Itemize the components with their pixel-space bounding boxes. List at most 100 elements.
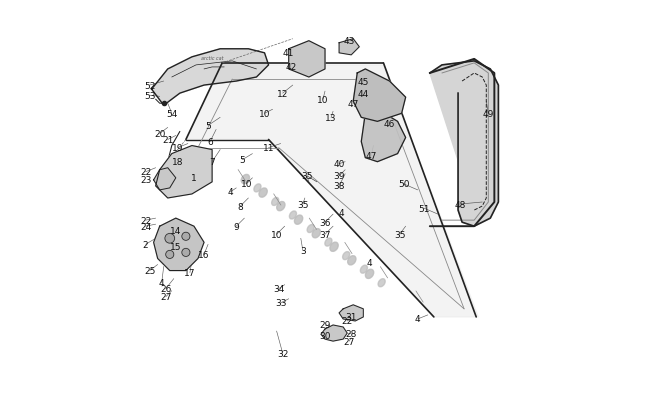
Text: 22: 22 (341, 317, 353, 326)
Text: 34: 34 (273, 284, 284, 294)
Text: 31: 31 (345, 313, 357, 322)
Text: 28: 28 (346, 329, 357, 338)
Text: 19: 19 (172, 144, 183, 153)
Text: 18: 18 (172, 158, 183, 167)
Text: 48: 48 (454, 200, 466, 209)
Ellipse shape (360, 266, 367, 273)
Text: 24: 24 (140, 222, 151, 231)
Text: 30: 30 (319, 331, 331, 340)
Ellipse shape (277, 202, 285, 211)
Text: 20: 20 (154, 130, 165, 139)
Text: 4: 4 (367, 258, 372, 267)
Ellipse shape (241, 175, 250, 184)
Ellipse shape (348, 256, 356, 265)
Text: 10: 10 (259, 109, 270, 119)
Text: 42: 42 (285, 63, 296, 72)
Text: 4: 4 (159, 279, 164, 288)
Text: 53: 53 (144, 92, 155, 100)
Ellipse shape (312, 229, 320, 238)
Text: 4: 4 (227, 188, 233, 197)
Text: 2: 2 (143, 240, 148, 249)
Text: 32: 32 (277, 349, 289, 358)
Text: 35: 35 (394, 230, 406, 239)
Text: arctic cat: arctic cat (201, 56, 224, 61)
Text: 41: 41 (283, 49, 294, 58)
Text: 29: 29 (319, 321, 331, 330)
Text: 47: 47 (348, 100, 359, 109)
Text: 37: 37 (319, 230, 331, 239)
Text: 9: 9 (233, 222, 239, 231)
Text: 11: 11 (263, 144, 274, 153)
Polygon shape (430, 62, 499, 227)
Text: 43: 43 (343, 37, 355, 46)
Text: 38: 38 (333, 182, 345, 191)
Circle shape (182, 232, 190, 241)
Ellipse shape (254, 184, 261, 192)
Polygon shape (339, 40, 359, 55)
Text: 25: 25 (144, 266, 155, 275)
Text: 27: 27 (343, 337, 355, 346)
Text: 6: 6 (207, 138, 213, 147)
Ellipse shape (343, 252, 350, 260)
Text: 21: 21 (162, 136, 174, 145)
Text: 17: 17 (184, 269, 196, 277)
Polygon shape (321, 325, 347, 341)
Ellipse shape (325, 239, 332, 247)
Text: 12: 12 (277, 90, 289, 98)
Text: 45: 45 (358, 77, 369, 86)
Text: 35: 35 (297, 200, 309, 209)
Ellipse shape (378, 279, 385, 287)
Text: 4: 4 (415, 315, 421, 324)
Polygon shape (339, 305, 363, 321)
Ellipse shape (272, 198, 279, 206)
Text: 51: 51 (418, 204, 430, 213)
Text: 35: 35 (301, 172, 313, 181)
Text: 15: 15 (170, 242, 181, 251)
Text: 40: 40 (333, 160, 344, 169)
Circle shape (182, 249, 190, 257)
Text: 14: 14 (170, 226, 181, 235)
Text: 4: 4 (338, 208, 344, 217)
Text: 36: 36 (319, 218, 331, 227)
Polygon shape (153, 219, 204, 271)
Text: 10: 10 (317, 96, 329, 104)
Text: 50: 50 (398, 180, 410, 189)
Circle shape (166, 251, 174, 259)
Text: 1: 1 (191, 174, 197, 183)
Polygon shape (361, 110, 406, 162)
Text: 22: 22 (140, 168, 151, 177)
Text: 39: 39 (333, 172, 345, 181)
Text: 10: 10 (240, 180, 252, 189)
Text: 5: 5 (239, 156, 245, 165)
Polygon shape (151, 50, 268, 106)
Text: 27: 27 (160, 292, 172, 301)
Text: 7: 7 (209, 158, 215, 167)
Polygon shape (289, 42, 325, 78)
Polygon shape (186, 66, 478, 317)
Ellipse shape (330, 243, 338, 252)
Ellipse shape (259, 188, 267, 198)
Text: 3: 3 (300, 246, 306, 255)
Text: 52: 52 (144, 81, 155, 90)
Text: 5: 5 (205, 122, 211, 130)
Text: 54: 54 (166, 109, 177, 119)
Text: 44: 44 (358, 90, 369, 98)
Text: 47: 47 (366, 152, 377, 161)
Polygon shape (155, 146, 212, 198)
Text: 33: 33 (275, 298, 287, 307)
Text: 23: 23 (140, 176, 151, 185)
Ellipse shape (289, 211, 296, 220)
Text: 46: 46 (384, 119, 395, 128)
Text: 13: 13 (325, 113, 337, 123)
Text: 26: 26 (160, 284, 172, 294)
Ellipse shape (294, 215, 303, 225)
Text: 49: 49 (482, 109, 494, 119)
Text: 8: 8 (237, 202, 243, 211)
Polygon shape (353, 70, 406, 122)
Circle shape (165, 234, 175, 243)
Ellipse shape (365, 270, 374, 279)
Ellipse shape (307, 225, 314, 233)
Text: 22: 22 (140, 216, 151, 225)
Text: 16: 16 (198, 250, 210, 259)
Text: 10: 10 (271, 230, 282, 239)
